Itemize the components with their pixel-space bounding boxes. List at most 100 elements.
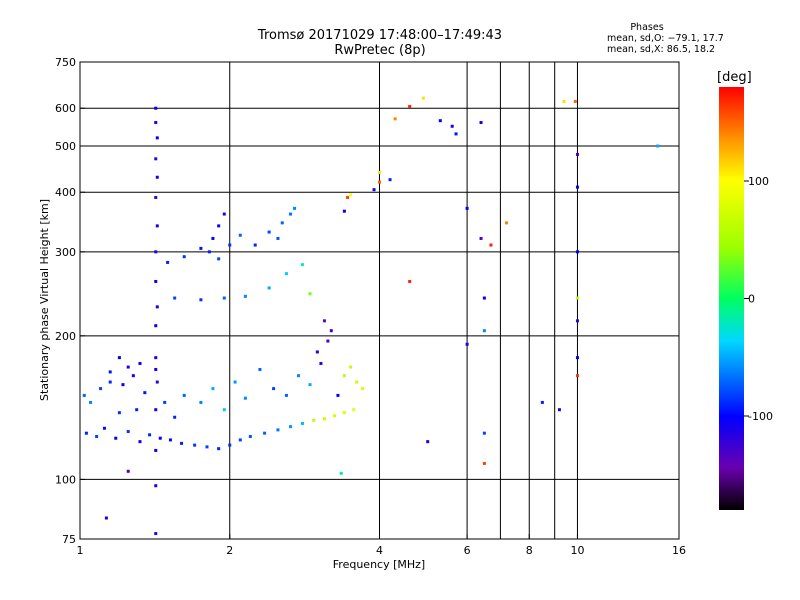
data-point (482, 296, 486, 300)
data-point (126, 365, 130, 369)
colorbar (719, 87, 744, 510)
x-tick-label: 2 (226, 544, 233, 557)
data-point (308, 383, 312, 387)
data-point (155, 380, 159, 384)
data-point (108, 370, 112, 374)
x-tick-label: 8 (526, 544, 533, 557)
x-tick-label: 10 (570, 544, 584, 557)
data-point (158, 436, 162, 440)
data-point (253, 243, 257, 247)
data-point (573, 99, 577, 103)
data-point (173, 415, 177, 419)
data-point (263, 431, 267, 435)
colorbar-unit-label: [deg] (717, 70, 752, 85)
data-point (154, 195, 158, 199)
data-point (336, 393, 340, 397)
data-points (82, 96, 660, 536)
data-point (575, 356, 579, 360)
data-point (154, 324, 158, 328)
data-point (154, 356, 158, 360)
y-tick-label: 600 (55, 102, 76, 115)
data-point (482, 431, 486, 435)
data-point (126, 430, 130, 434)
data-point (408, 105, 412, 109)
x-tick-label: 1 (77, 544, 84, 557)
x-tick-label: 16 (672, 544, 686, 557)
data-point (378, 180, 381, 184)
data-point (333, 414, 337, 418)
data-point (84, 431, 88, 435)
data-point (248, 435, 252, 439)
data-point (322, 319, 326, 323)
data-point (312, 418, 316, 422)
data-point (421, 96, 425, 100)
data-point (289, 212, 293, 216)
data-point (355, 380, 359, 384)
data-point (557, 408, 561, 412)
data-point (154, 279, 158, 283)
data-point (199, 400, 203, 404)
data-point (450, 124, 454, 128)
data-point (479, 121, 483, 125)
data-point (155, 175, 159, 179)
data-point (108, 380, 112, 384)
data-point (193, 443, 197, 447)
data-point (155, 224, 159, 228)
data-point (138, 361, 142, 365)
data-point (342, 374, 346, 378)
data-point (166, 260, 170, 264)
data-point (329, 329, 333, 333)
data-point (267, 230, 271, 234)
data-point (465, 342, 469, 346)
data-point (99, 387, 103, 391)
data-point (378, 170, 381, 174)
data-point (482, 329, 486, 333)
data-point (308, 292, 312, 296)
data-point (173, 296, 177, 300)
data-point (207, 250, 211, 254)
data-point (504, 221, 508, 225)
data-point (342, 411, 346, 415)
data-point (284, 272, 288, 276)
data-point (372, 188, 376, 192)
data-point (276, 236, 280, 240)
data-point (276, 428, 280, 432)
y-axis-label: Stationary phase Virtual Height [km] (38, 199, 51, 401)
y-tick-label: 400 (55, 186, 76, 199)
data-point (243, 294, 247, 298)
data-point (155, 305, 159, 309)
data-point (117, 411, 121, 415)
data-point (154, 106, 158, 110)
data-point (182, 393, 186, 397)
x-axis-ticks: 1 2 4 6 8 10 16 (77, 534, 686, 557)
data-point (233, 380, 237, 384)
data-point (297, 374, 301, 378)
title-line: Tromsø 20171029 17:48:00–17:49:43 (257, 28, 503, 43)
data-point (228, 443, 232, 447)
data-point (222, 296, 226, 300)
data-point (199, 246, 203, 250)
data-point (154, 250, 158, 254)
data-point (300, 263, 304, 267)
data-point (426, 440, 430, 444)
data-point (352, 408, 356, 412)
data-point (154, 367, 158, 371)
data-point (131, 374, 135, 378)
x-tick-label: 6 (464, 544, 471, 557)
data-point (182, 255, 186, 259)
data-point (148, 433, 152, 437)
data-point (121, 383, 125, 387)
stats-x-line: mean, sd,X: 86.5, 18.2 (607, 44, 716, 55)
stats-o-line: mean, sd,O: −79.1, 17.7 (607, 33, 724, 44)
data-point (211, 236, 215, 240)
data-point (575, 374, 579, 378)
data-point (155, 136, 159, 140)
data-point (289, 425, 293, 429)
colorbar-tick-label: -100 (748, 410, 773, 423)
grid-lines (80, 62, 679, 539)
data-point (126, 469, 130, 473)
data-point (117, 356, 121, 360)
y-tick-label: 500 (55, 140, 76, 153)
data-point (408, 279, 412, 283)
